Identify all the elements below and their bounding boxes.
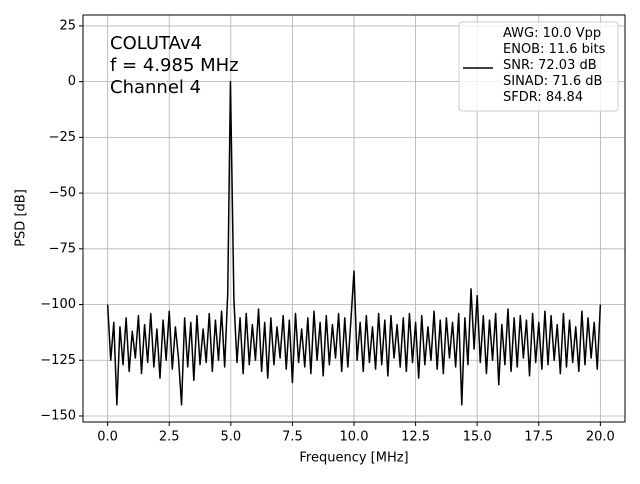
x-tick-label: 7.5 xyxy=(282,430,303,445)
y-tick-label: −75 xyxy=(49,241,76,256)
psd-line xyxy=(106,80,602,406)
plot-area xyxy=(106,80,602,406)
y-axis-label: PSD [dB] xyxy=(14,189,29,247)
y-tick-label: −50 xyxy=(49,186,76,201)
legend-label: AWG: 10.0 Vpp ENOB: 11.6 bits SNR: 72.03 d… xyxy=(503,26,606,105)
annotation: Channel 4 xyxy=(110,77,201,98)
x-tick-label: 15.0 xyxy=(463,430,492,445)
y-tick-label: −125 xyxy=(40,353,76,368)
x-tick-label: 2.5 xyxy=(159,430,180,445)
x-tick-label: 20.0 xyxy=(586,430,615,445)
annotation: COLUTAv4 xyxy=(110,33,202,54)
annotation: f = 4.985 MHz xyxy=(110,55,239,76)
x-tick-label: 17.5 xyxy=(524,430,553,445)
x-tick-label: 12.5 xyxy=(401,430,430,445)
y-tick-label: 25 xyxy=(59,18,76,33)
y-tick-label: −25 xyxy=(49,130,76,145)
y-tick-label: −150 xyxy=(40,408,76,423)
x-tick-label: 0.0 xyxy=(97,430,118,445)
x-axis-label: Frequency [MHz] xyxy=(299,451,408,466)
legend-box xyxy=(458,21,619,112)
x-tick-label: 5.0 xyxy=(220,430,241,445)
y-tick-label: −100 xyxy=(40,297,76,312)
x-tick-label: 10.0 xyxy=(340,430,369,445)
y-tick-label: 0 xyxy=(68,74,76,89)
